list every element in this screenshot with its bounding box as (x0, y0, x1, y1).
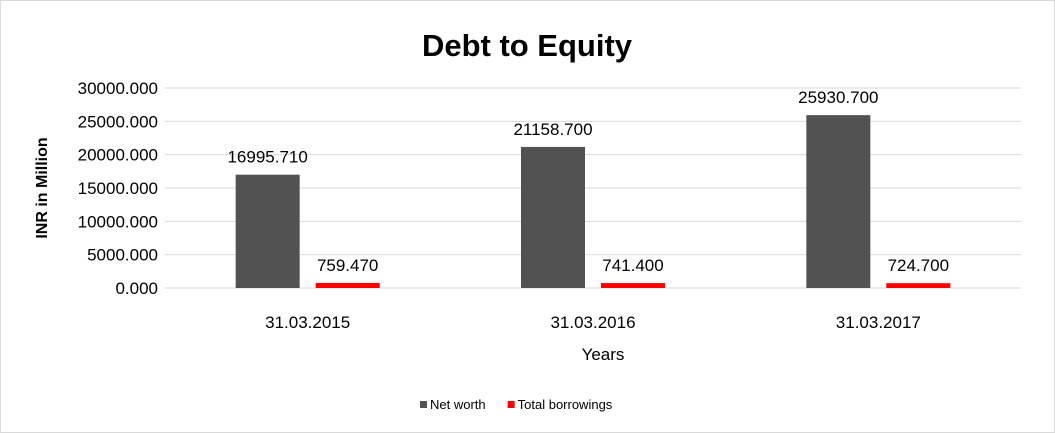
y-tick-label: 20000.000 (78, 146, 158, 165)
data-label: 759.470 (317, 256, 378, 275)
bar-net-worth (806, 115, 871, 289)
x-tick-label: 31.03.2016 (550, 313, 635, 332)
y-tick-label: 10000.000 (78, 212, 158, 231)
data-label: 25930.700 (798, 88, 878, 107)
legend-swatch (420, 401, 427, 408)
x-tick-label: 31.03.2017 (836, 313, 921, 332)
bar-total-borrowings (601, 283, 665, 288)
bar-total-borrowings (315, 282, 380, 288)
data-label: 21158.700 (513, 120, 592, 139)
chart-title: Debt to Equity (422, 28, 633, 63)
data-label: 724.700 (888, 256, 949, 275)
y-tick-label: 5000.000 (87, 246, 158, 265)
data-label: 741.400 (602, 256, 663, 275)
bar-net-worth (235, 174, 300, 288)
y-tick-label: 15000.000 (78, 179, 158, 198)
legend-label: Total borrowings (518, 397, 613, 412)
y-axis-label: INR in Million (34, 137, 51, 238)
x-tick-label: 31.03.2015 (265, 313, 350, 332)
data-label: 16995.710 (227, 148, 307, 167)
y-tick-label: 25000.000 (78, 112, 158, 131)
x-axis-label: Years (582, 345, 625, 364)
legend-swatch (507, 401, 515, 408)
legend-label: Net worth (430, 397, 486, 412)
y-tick-label: 0.000 (115, 279, 158, 298)
bar-net-worth (521, 146, 585, 288)
bar-total-borrowings (886, 283, 951, 288)
y-tick-label: 30000.000 (78, 79, 158, 98)
